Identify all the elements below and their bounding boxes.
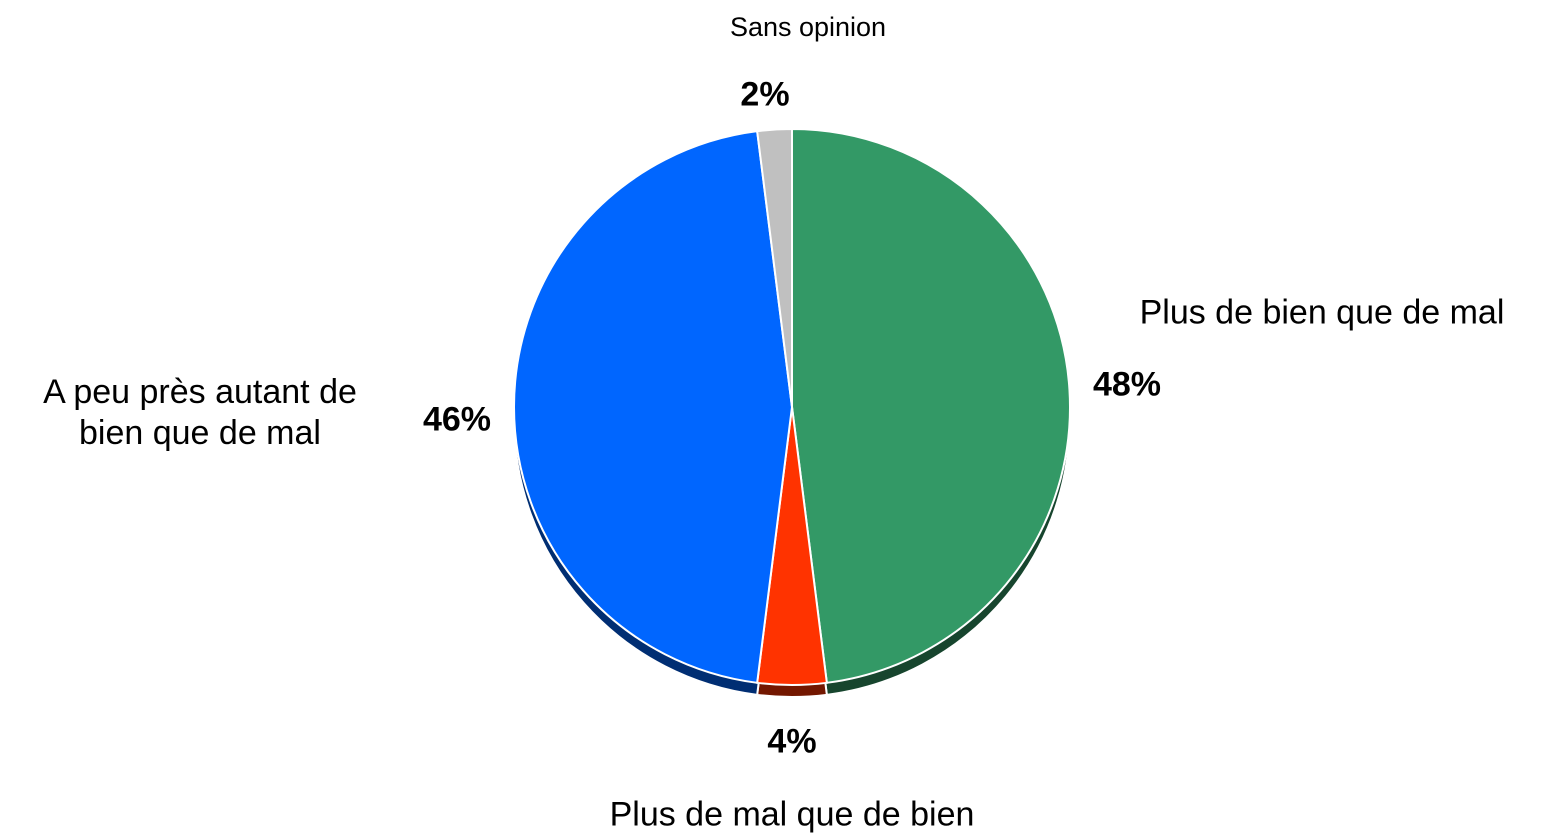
value-label: 2% xyxy=(740,75,790,114)
slice xyxy=(756,127,793,408)
value-label: 46% xyxy=(422,400,492,439)
slice xyxy=(512,130,794,684)
slice xyxy=(791,127,1071,684)
slice-label: Plus de mal que de bien xyxy=(609,795,975,834)
slice-label: Sans opinion xyxy=(729,11,887,42)
value-label: 4% xyxy=(767,722,817,761)
slice-label: A peu près autant de bien que de mal xyxy=(43,373,357,452)
value-label: 48% xyxy=(1092,365,1162,404)
slice-label: Plus de bien que de mal xyxy=(1139,293,1505,332)
